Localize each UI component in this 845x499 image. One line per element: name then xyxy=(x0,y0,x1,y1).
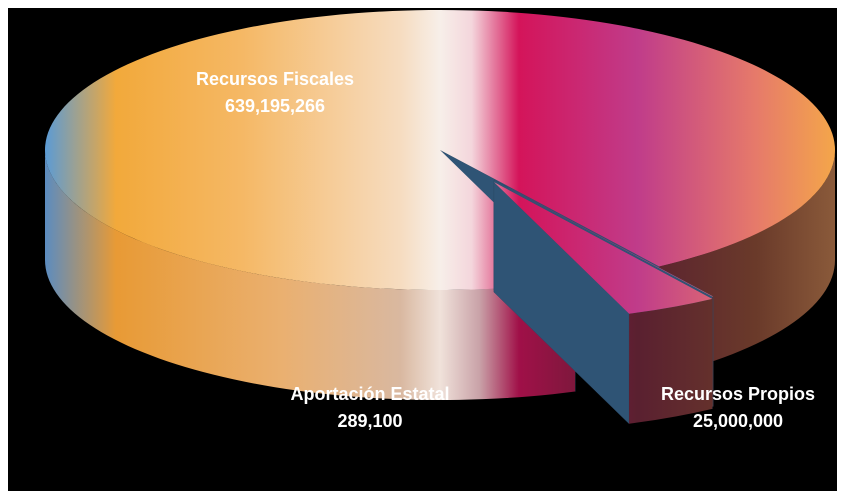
slice xyxy=(493,181,713,425)
slice-value-label: 639,195,266 xyxy=(225,96,325,116)
slice-top xyxy=(44,10,835,291)
slice-label: Recursos Fiscales xyxy=(196,69,354,89)
slice-value-label: 25,000,000 xyxy=(693,411,783,431)
labels: Recursos Fiscales 639,195,266 Aportación E… xyxy=(196,69,815,431)
slice-label: Aportación Estatal xyxy=(290,384,449,404)
slice-side xyxy=(45,150,576,401)
pie xyxy=(44,10,835,425)
slice-side xyxy=(629,298,713,424)
slice xyxy=(44,10,835,401)
slice-top xyxy=(494,182,713,314)
slice-label: Recursos Propios xyxy=(661,384,815,404)
slice-top xyxy=(494,179,714,297)
slice-value-label: 289,100 xyxy=(337,411,402,431)
slice-inner-wall xyxy=(493,181,630,425)
